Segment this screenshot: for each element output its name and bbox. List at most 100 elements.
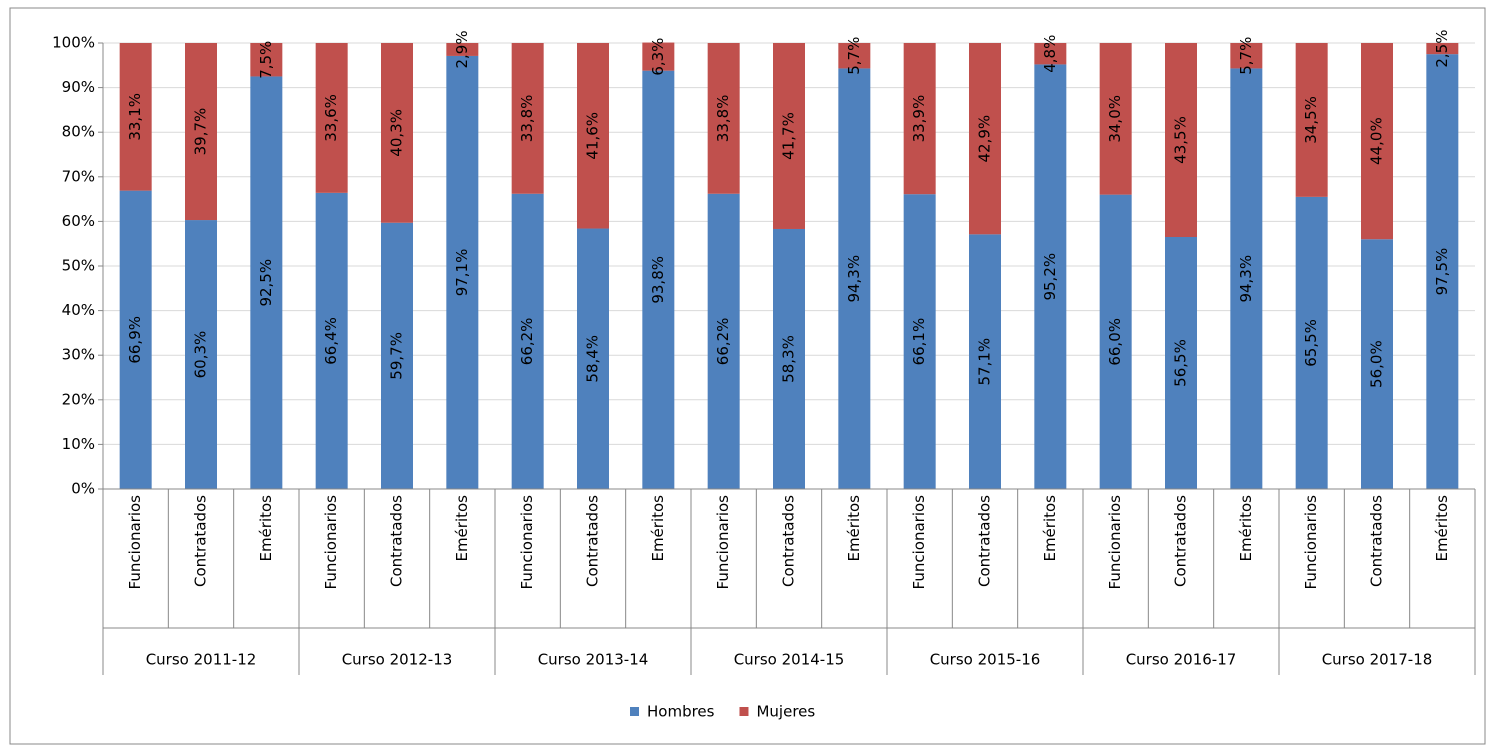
bar-segment [838, 68, 871, 489]
x-tick-label: Funcionarios [518, 495, 536, 590]
bar-segment [511, 193, 544, 490]
data-label: 97,5% [1433, 248, 1451, 296]
x-tick-label: Eméritos [257, 495, 275, 562]
bar-segment [1165, 43, 1197, 238]
y-tick-label: 20% [62, 390, 95, 408]
data-label: 66,0% [1106, 318, 1124, 366]
x-tick-label: Contratados [976, 495, 994, 587]
data-label: 65,5% [1302, 319, 1320, 367]
data-label: 94,3% [845, 255, 863, 303]
y-tick-label: 100% [52, 34, 95, 52]
data-label: 33,8% [518, 95, 536, 143]
bar-segment [315, 192, 348, 489]
data-label: 97,1% [453, 249, 471, 297]
data-label: 43,5% [1172, 116, 1190, 164]
bar-segment [1426, 43, 1459, 55]
x-tick-label: Contratados [192, 495, 210, 587]
data-label: 58,4% [584, 335, 602, 383]
y-tick-label: 70% [62, 167, 95, 185]
bar-segment [119, 190, 152, 489]
data-label: 5,7% [845, 37, 863, 75]
x-tick-label: Funcionarios [910, 495, 928, 590]
bar-segment [250, 76, 283, 489]
bar-segment [838, 43, 871, 69]
legend-label: Mujeres [756, 703, 815, 721]
data-label: 92,5% [257, 259, 275, 307]
data-label: 34,0% [1106, 95, 1124, 143]
x-tick-label: Contratados [584, 495, 602, 587]
group-label: Curso 2014-15 [734, 651, 845, 669]
bar-segment [1034, 43, 1067, 65]
data-label: 56,5% [1172, 339, 1190, 387]
data-label: 42,9% [976, 115, 994, 163]
data-label: 41,6% [584, 112, 602, 160]
bar-segment [250, 43, 283, 77]
data-label: 66,2% [714, 318, 732, 366]
data-label: 44,0% [1368, 117, 1386, 165]
y-tick-label: 60% [62, 212, 95, 230]
x-tick-label: Funcionarios [714, 495, 732, 590]
x-tick-label: Funcionarios [322, 495, 340, 590]
bar-segment [773, 43, 805, 229]
data-label: 41,7% [780, 112, 798, 160]
bar-segment [1426, 54, 1459, 490]
group-label: Curso 2013-14 [538, 651, 649, 669]
bar-segment [903, 194, 936, 489]
bar-segment [642, 70, 675, 489]
data-label: 6,3% [649, 38, 667, 76]
bar-segment [577, 43, 609, 229]
bar-segment [1230, 43, 1263, 69]
group-label: Curso 2015-16 [930, 651, 1041, 669]
data-label: 7,5% [257, 41, 275, 79]
y-tick-label: 10% [62, 435, 95, 453]
bar-segment [1295, 43, 1328, 197]
x-tick-label: Eméritos [649, 495, 667, 562]
bar-segment [1361, 239, 1393, 489]
bar-segment [315, 43, 348, 193]
data-label: 58,3% [780, 335, 798, 383]
bar-segment [1295, 196, 1328, 489]
data-label: 33,8% [714, 95, 732, 143]
bar-segment [707, 43, 740, 194]
bar-segment [185, 43, 217, 221]
y-tick-label: 30% [62, 346, 95, 364]
legend-swatch [739, 707, 749, 716]
y-tick-label: 40% [62, 301, 95, 319]
x-tick-label: Eméritos [1433, 495, 1451, 562]
data-label: 2,5% [1433, 30, 1451, 68]
bar-segment [773, 228, 805, 489]
bar-segment [185, 220, 217, 489]
x-tick-label: Eméritos [453, 495, 471, 562]
data-label: 59,7% [388, 332, 406, 380]
data-label: 33,9% [910, 95, 928, 143]
data-label: 56,0% [1368, 340, 1386, 388]
legend-label: Hombres [647, 703, 715, 721]
y-tick-label: 80% [62, 123, 95, 141]
data-label: 40,3% [388, 109, 406, 157]
bar-segment [446, 43, 479, 56]
data-label: 39,7% [192, 108, 210, 156]
data-label: 5,7% [1237, 37, 1255, 75]
bar-segment [1165, 237, 1197, 489]
bar-segment [1361, 43, 1393, 240]
chart-border [9, 7, 1486, 745]
bar-segment [577, 228, 609, 489]
bar-segment [1099, 194, 1132, 489]
data-label: 94,3% [1237, 255, 1255, 303]
bar-segment [446, 55, 479, 490]
data-label: 95,2% [1041, 253, 1059, 301]
data-label: 2,9% [453, 30, 471, 68]
data-label: 66,2% [518, 318, 536, 366]
x-tick-label: Funcionarios [126, 495, 144, 590]
bar-segment [511, 43, 544, 194]
bar-segment [381, 43, 413, 223]
x-tick-label: Funcionarios [1302, 495, 1320, 590]
bar-segment [1230, 68, 1263, 489]
data-label: 66,1% [910, 318, 928, 366]
x-tick-label: Eméritos [845, 495, 863, 562]
x-tick-label: Funcionarios [1106, 495, 1124, 590]
y-tick-label: 90% [62, 78, 95, 96]
x-tick-label: Eméritos [1041, 495, 1059, 562]
y-tick-label: 50% [62, 257, 95, 275]
